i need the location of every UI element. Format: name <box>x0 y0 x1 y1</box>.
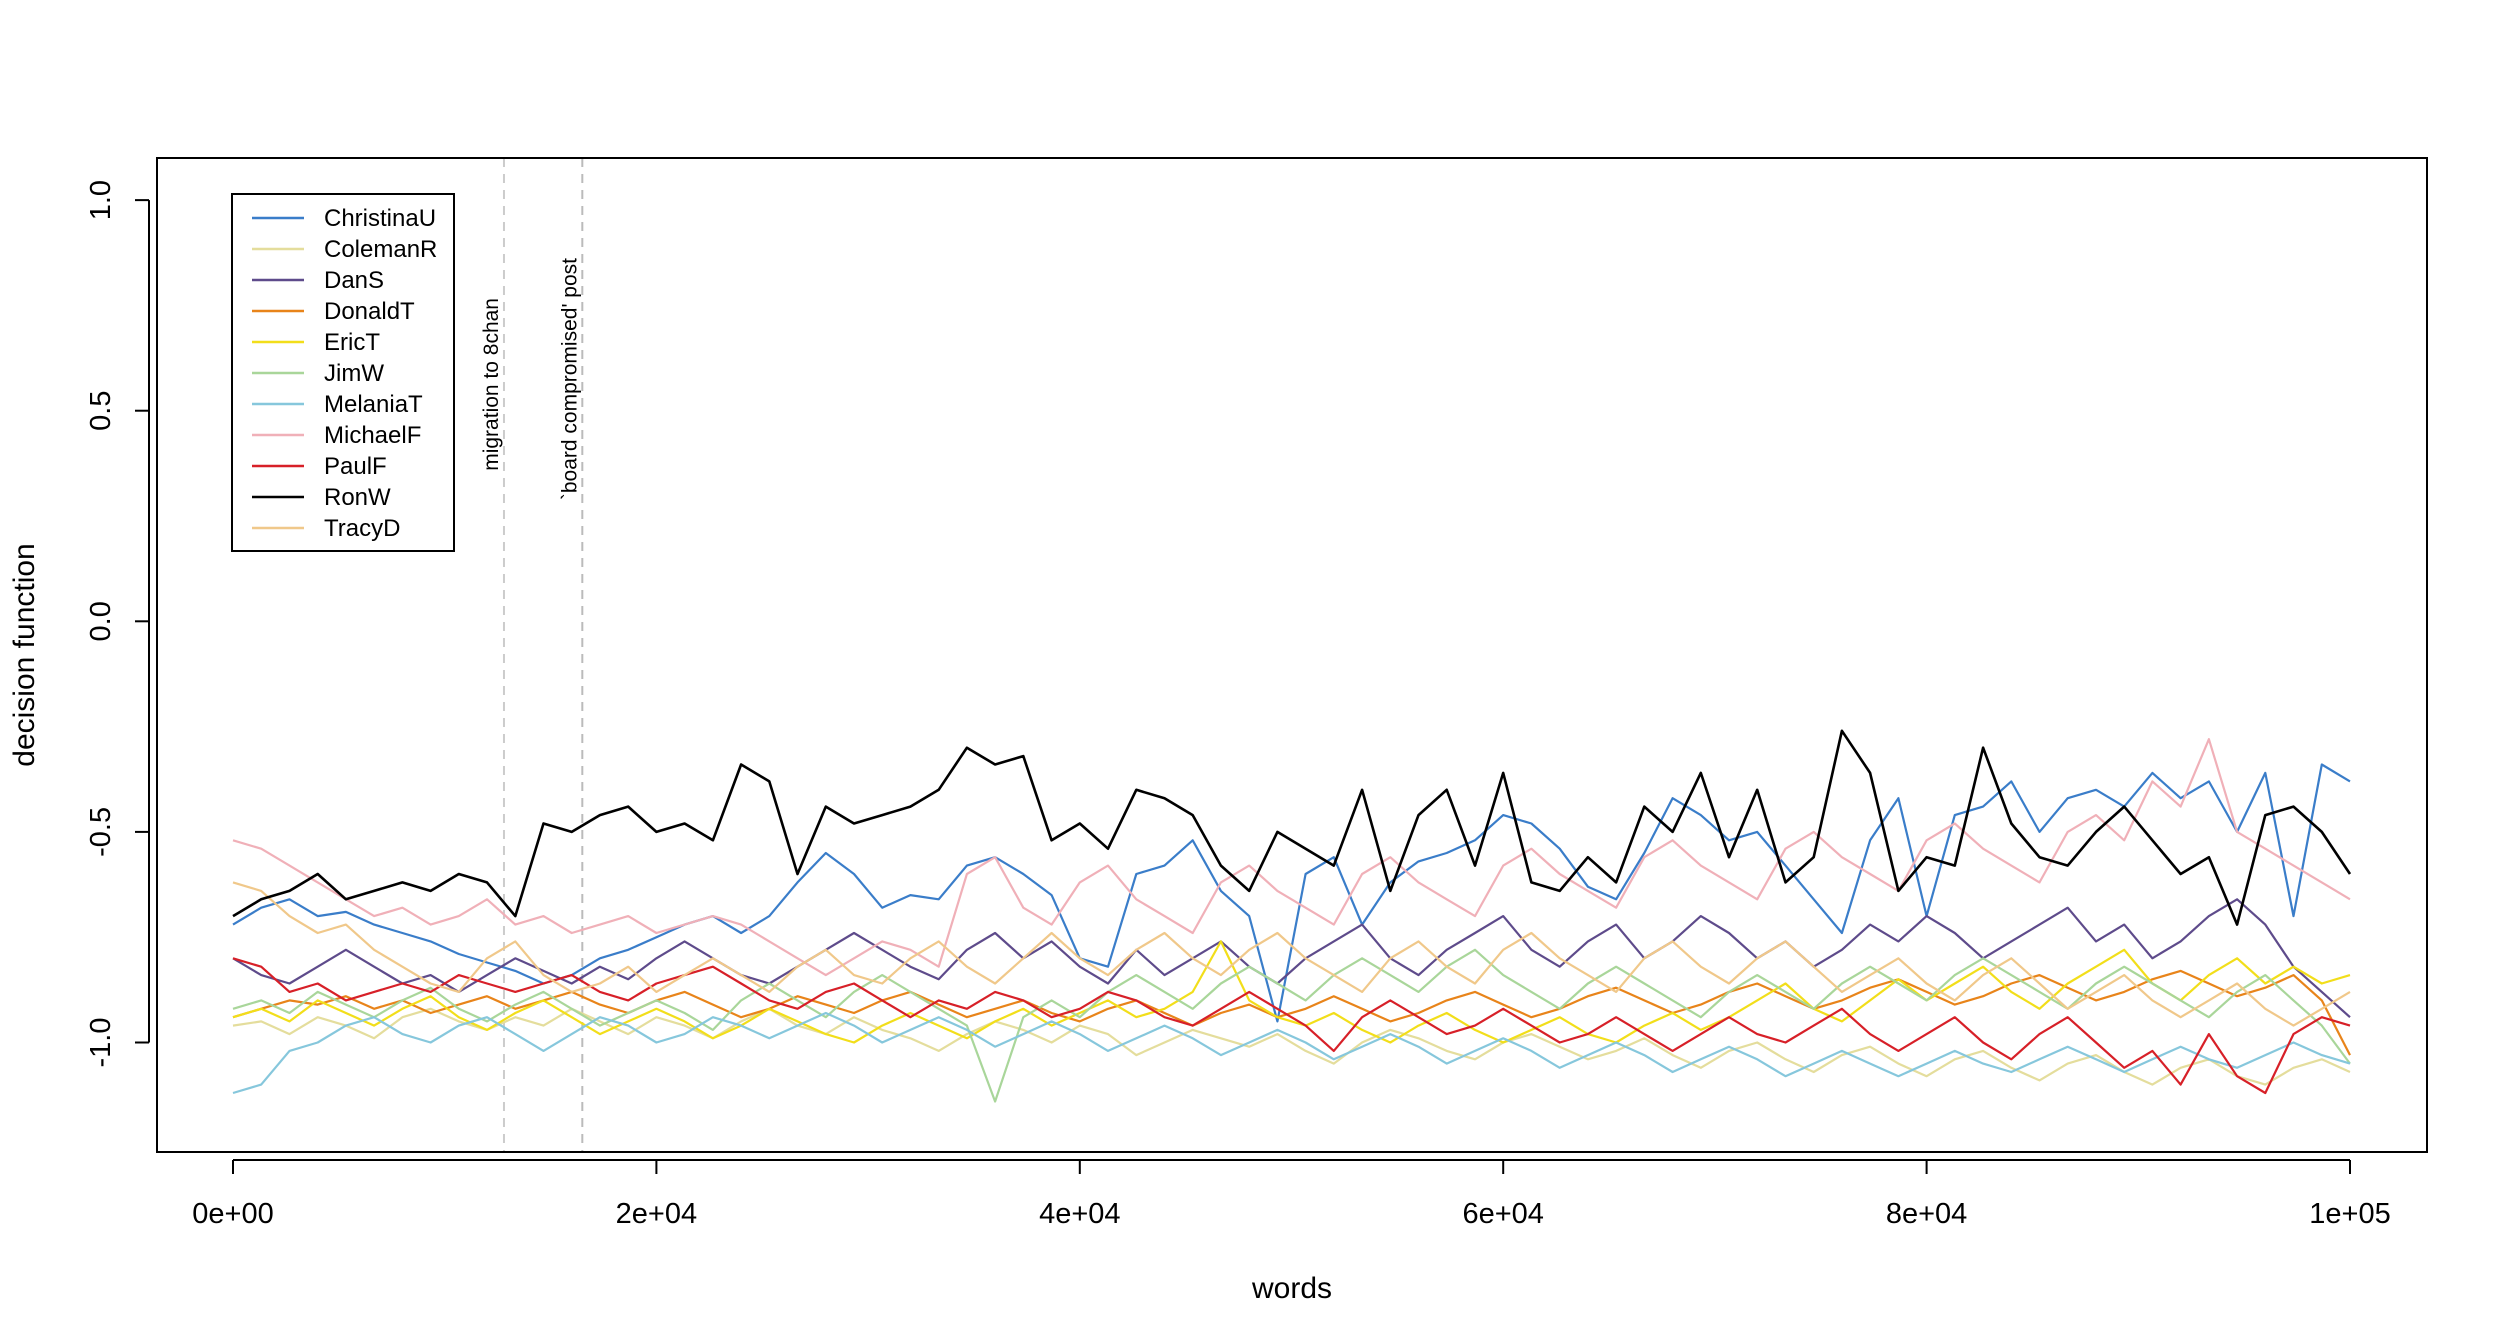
legend-label: EricT <box>324 329 380 356</box>
x-tick-label: 4e+04 <box>1039 1198 1120 1230</box>
series-line-michaelf <box>232 738 2351 977</box>
series-line-colemanr <box>232 1007 2351 1086</box>
y-tick-label: -0.5 <box>85 807 117 857</box>
legend-label: PaulF <box>324 453 387 480</box>
y-tick-label: 1.0 <box>85 180 117 220</box>
legend-label: MichaelF <box>324 422 421 449</box>
y-tick-label: 0.0 <box>85 601 117 641</box>
legend-label: TracyD <box>324 515 400 542</box>
x-tick-label: 6e+04 <box>1462 1198 1543 1230</box>
annotation-lines: migration to 8chan `board compromised' po… <box>480 158 584 1152</box>
series-line-tracyd <box>232 881 2351 1027</box>
y-tick-label: -1.0 <box>85 1017 117 1067</box>
x-tick-label: 1e+05 <box>2309 1198 2390 1230</box>
series-line-donaldt <box>232 969 2351 1056</box>
legend-label: RonW <box>324 484 391 511</box>
legend-label: ChristinaU <box>324 205 436 232</box>
legend-label: DonaldT <box>324 298 415 325</box>
series-line-ronw <box>232 729 2352 926</box>
series-line-paulf <box>232 957 2351 1095</box>
y-tick-label: 0.5 <box>85 391 117 431</box>
y-axis: 1.0 0.5 0.0 -0.5 -1.0 <box>85 180 150 1067</box>
series-line-christinau <box>232 763 2351 1023</box>
y-axis-title: decision function <box>8 543 41 766</box>
x-tick-label: 8e+04 <box>1886 1198 1967 1230</box>
x-tick-label: 0e+00 <box>192 1198 273 1230</box>
annotation-label: migration to 8chan <box>480 298 503 471</box>
x-axis: 0e+00 2e+04 4e+04 6e+04 8e+04 1e+05 <box>192 1159 2391 1230</box>
plot-frame <box>156 157 2428 1153</box>
series-line-melaniat <box>232 1011 2351 1095</box>
legend-label: DanS <box>324 267 384 294</box>
series-layer <box>232 729 2352 1103</box>
legend-label: ColemanR <box>324 236 437 263</box>
annotation-label: `board compromised' post <box>558 258 581 500</box>
legend: ChristinaU ColemanR DanS DonaldT EricT JimW Me… <box>231 193 455 552</box>
legend-label: MelaniaT <box>324 391 423 418</box>
x-axis-title: words <box>1251 1272 1332 1305</box>
x-tick-label: 2e+04 <box>616 1198 697 1230</box>
legend-label: JimW <box>324 360 384 387</box>
series-line-dans <box>232 898 2351 1019</box>
